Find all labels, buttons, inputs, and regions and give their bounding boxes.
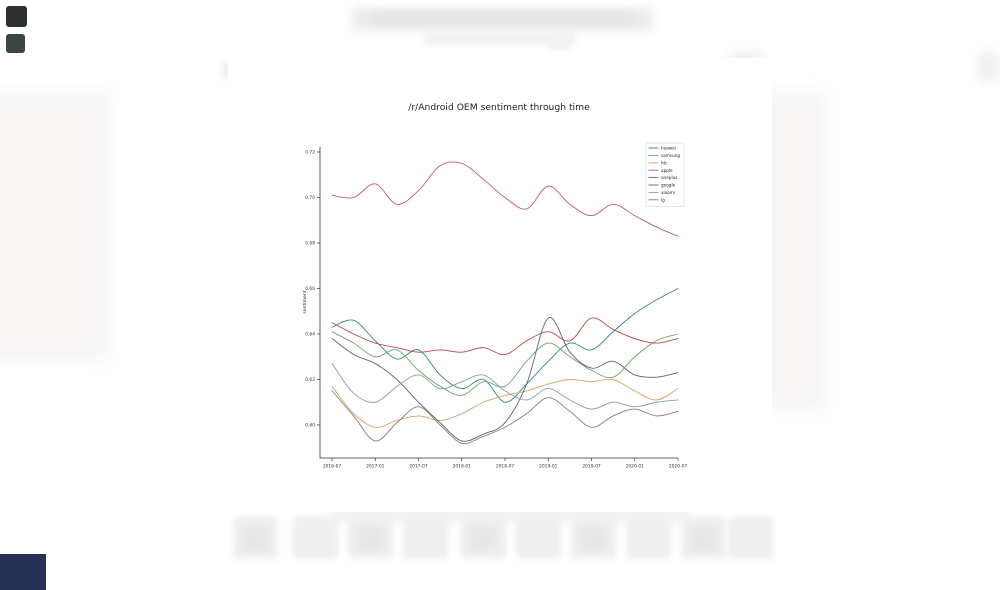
legend-item-google: google xyxy=(661,183,676,188)
series-line-huawei xyxy=(331,288,679,403)
x-tick-label: 2019-07 xyxy=(582,464,601,470)
series-line-oneplus xyxy=(331,317,679,355)
chart-title: /r/Android OEM sentiment through time xyxy=(408,102,590,113)
y-tick-label: 0.64 xyxy=(305,332,315,338)
series-line-google xyxy=(331,317,679,442)
blurred-thumbnail-inner xyxy=(690,527,717,551)
series-line-htc xyxy=(331,378,679,428)
blurred-thumbnail-inner xyxy=(242,527,269,551)
x-tick-label: 2017-01 xyxy=(366,464,385,470)
legend: huawei samsung htc apple oneplus google xiaomi… xyxy=(645,142,685,207)
blurred-thumbnail xyxy=(728,517,773,559)
x-tick-label: 2018-07 xyxy=(496,464,515,470)
y-tick-label: 0.60 xyxy=(305,423,315,429)
x-tick-label: 2020-01 xyxy=(626,464,645,470)
y-tick-label: 0.66 xyxy=(305,286,315,292)
legend-item-samsung: samsung xyxy=(661,153,680,158)
series-lines xyxy=(331,161,679,445)
legend-box xyxy=(645,142,685,207)
legend-item-lg: lg xyxy=(661,197,665,202)
legend-item-huawei: huawei xyxy=(661,146,676,151)
legend-item-oneplus: oneplus xyxy=(661,175,677,180)
blurred-thumbnail xyxy=(403,517,448,559)
blurred-thumbnail-inner xyxy=(580,527,607,551)
y-tick-label: 0.68 xyxy=(305,241,315,247)
x-tick-label: 2018-01 xyxy=(453,464,472,470)
x-tick-label: 2016-07 xyxy=(323,464,342,470)
blurred-thumbnail xyxy=(626,517,671,559)
chart-panel xyxy=(228,58,772,512)
series-line-apple xyxy=(331,161,679,237)
x-tick-label: 2020-07 xyxy=(669,464,688,470)
blurred-thumbnail xyxy=(516,517,561,559)
x-tick-label: 2017-07 xyxy=(409,464,428,470)
series-line-lg xyxy=(331,390,679,445)
legend-item-xiaomi: xiaomi xyxy=(661,190,675,195)
y-tick-label: 0.62 xyxy=(305,377,315,383)
axis-spines xyxy=(319,147,678,459)
blurred-thumbnail-inner xyxy=(470,527,497,551)
y-tick-label: 0.72 xyxy=(305,150,315,156)
y-axis-label: sentiment xyxy=(302,290,308,313)
series-line-xiaomi xyxy=(331,363,679,410)
series-line-samsung xyxy=(331,331,679,396)
blurred-thumbnail-inner xyxy=(357,527,384,551)
blurred-thumbnail xyxy=(293,517,338,559)
x-tick-label: 2019-01 xyxy=(539,464,558,470)
axes: 0.60 0.62 0.64 0.66 0.68 0.70 0.72 2016-07 2017-… xyxy=(305,147,687,470)
legend-item-htc: htc xyxy=(661,160,668,165)
legend-item-apple: apple xyxy=(661,168,673,173)
y-tick-label: 0.70 xyxy=(305,195,315,201)
